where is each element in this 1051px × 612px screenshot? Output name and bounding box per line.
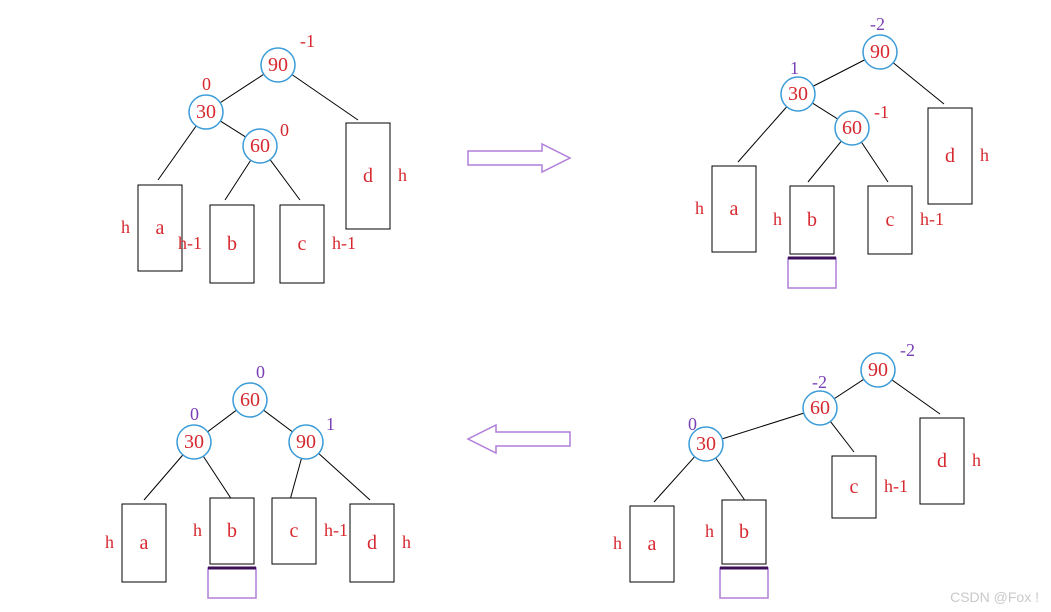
height-label: h-1 bbox=[332, 233, 356, 253]
height-label: h bbox=[402, 532, 411, 552]
node-value: 30 bbox=[696, 433, 716, 455]
tree-edge bbox=[830, 421, 854, 452]
balance-factor: 0 bbox=[256, 362, 265, 382]
balance-factor: -2 bbox=[812, 372, 827, 392]
tree-edge bbox=[319, 453, 370, 500]
watermark: CSDN @Fox ! bbox=[950, 589, 1039, 605]
tree-edge bbox=[808, 141, 841, 182]
tree-edge bbox=[158, 126, 196, 180]
subtree-label: d bbox=[937, 450, 947, 472]
tree-top-right: a h b h c h-1 d h 90 -2 30 1 60 -1 bbox=[695, 14, 989, 288]
height-label: h bbox=[398, 165, 407, 185]
height-label: h bbox=[121, 217, 130, 237]
node-value: 60 bbox=[240, 389, 260, 411]
node-value: 30 bbox=[788, 83, 808, 105]
node-value: 30 bbox=[196, 101, 216, 123]
insertion-box bbox=[208, 568, 256, 598]
node-value: 60 bbox=[810, 397, 830, 419]
tree-edge bbox=[738, 107, 787, 162]
height-label: h-1 bbox=[178, 233, 202, 253]
node-value: 90 bbox=[268, 54, 288, 76]
subtree-label: c bbox=[290, 520, 299, 542]
height-label: h bbox=[773, 209, 782, 229]
tree-edge bbox=[225, 160, 251, 200]
balance-factor: 1 bbox=[790, 58, 799, 78]
balance-factor: 0 bbox=[688, 414, 697, 434]
subtree-label: b bbox=[227, 520, 237, 542]
subtree-label: a bbox=[156, 217, 165, 239]
subtree-label: c bbox=[850, 476, 859, 498]
subtree-label: a bbox=[730, 198, 739, 220]
subtree-label: b bbox=[227, 233, 237, 255]
height-label: h bbox=[695, 198, 704, 218]
height-label: h-1 bbox=[920, 209, 944, 229]
height-label: h bbox=[980, 145, 989, 165]
subtree-label: d bbox=[945, 145, 955, 167]
subtree-label: b bbox=[807, 209, 817, 231]
height-label: h bbox=[972, 450, 981, 470]
arrow bbox=[468, 144, 570, 172]
node-value: 60 bbox=[250, 135, 270, 157]
height-label: h bbox=[613, 533, 622, 553]
subtree-label: c bbox=[886, 209, 895, 231]
tree-edge bbox=[892, 380, 940, 414]
balance-factor: 1 bbox=[326, 414, 335, 434]
tree-edge bbox=[861, 142, 888, 182]
insertion-box bbox=[788, 258, 836, 288]
tree-edge bbox=[654, 457, 695, 502]
height-label: h bbox=[705, 521, 714, 541]
tree-edge bbox=[893, 63, 944, 104]
balance-factor: -2 bbox=[900, 340, 915, 360]
balance-factor: 0 bbox=[202, 74, 211, 94]
node-value: 90 bbox=[868, 359, 888, 381]
node-value: 90 bbox=[296, 431, 316, 453]
tree-bottom-right: a h b h c h-1 d h 90 -2 60 -2 300 bbox=[613, 340, 981, 598]
subtree-label: d bbox=[367, 532, 377, 554]
tree-edge bbox=[144, 455, 183, 500]
height-label: h-1 bbox=[884, 476, 908, 496]
tree-top-left: a h b h-1 c h-1 d h 90 -1 30 0 60 0 bbox=[121, 31, 407, 283]
balance-factor: -1 bbox=[874, 102, 889, 122]
balance-factor: -2 bbox=[870, 14, 885, 34]
tree-edge bbox=[270, 160, 300, 200]
subtree-label: c bbox=[298, 233, 307, 255]
node-value: 60 bbox=[842, 117, 862, 139]
subtree-label: a bbox=[648, 533, 657, 555]
tree-edge bbox=[203, 456, 232, 500]
height-label: h-1 bbox=[324, 520, 348, 540]
arrow bbox=[468, 425, 570, 453]
tree-edge bbox=[716, 458, 746, 502]
subtree-label: d bbox=[363, 165, 373, 187]
height-label: h bbox=[105, 532, 114, 552]
node-value: 90 bbox=[870, 41, 890, 63]
tree-bottom-left: a h b h c h-1 d h 60 0 30 0 90 1 bbox=[105, 362, 411, 598]
balance-factor: 0 bbox=[280, 120, 289, 140]
tree-edge bbox=[290, 458, 301, 500]
balance-factor: 0 bbox=[190, 404, 199, 424]
balance-factor: -1 bbox=[300, 31, 315, 51]
tree-edge bbox=[292, 75, 358, 120]
insertion-box bbox=[720, 568, 768, 598]
height-label: h bbox=[193, 520, 202, 540]
subtree-label: a bbox=[140, 532, 149, 554]
subtree-label: b bbox=[739, 521, 749, 543]
node-value: 30 bbox=[184, 431, 204, 453]
